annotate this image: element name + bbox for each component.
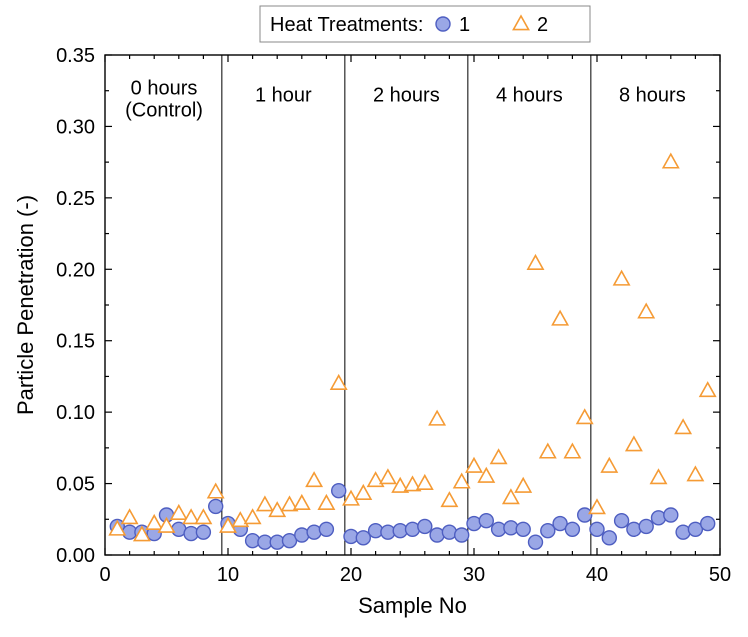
x-tick-label: 40 bbox=[586, 564, 608, 586]
data-point-circle bbox=[319, 522, 333, 536]
data-point-triangle bbox=[466, 458, 481, 472]
data-point-circle bbox=[565, 522, 579, 536]
data-point-circle bbox=[602, 531, 616, 545]
data-point-circle bbox=[332, 484, 346, 498]
data-point-circle bbox=[664, 508, 678, 522]
data-point-triangle bbox=[122, 510, 137, 524]
data-point-triangle bbox=[331, 376, 346, 390]
data-point-triangle bbox=[257, 497, 272, 511]
data-point-circle bbox=[529, 535, 543, 549]
y-tick-label: 0.05 bbox=[56, 474, 95, 496]
data-point-triangle bbox=[553, 311, 568, 325]
data-point-circle bbox=[418, 519, 432, 533]
data-point-triangle bbox=[663, 154, 678, 168]
data-point-triangle bbox=[491, 450, 506, 464]
data-point-triangle bbox=[688, 467, 703, 481]
data-point-triangle bbox=[208, 484, 223, 498]
region-label: 2 hours bbox=[373, 85, 440, 107]
x-tick-label: 50 bbox=[709, 564, 731, 586]
data-point-triangle bbox=[307, 473, 322, 487]
data-point-circle bbox=[436, 17, 450, 31]
data-point-triangle bbox=[196, 510, 211, 524]
x-tick-label: 30 bbox=[463, 564, 485, 586]
region-label: 0 hours bbox=[131, 77, 198, 99]
legend-title: Heat Treatments: bbox=[270, 14, 423, 36]
region-label: (Control) bbox=[125, 99, 203, 121]
data-point-circle bbox=[639, 519, 653, 533]
y-tick-label: 0.00 bbox=[56, 545, 95, 567]
series-2 bbox=[110, 154, 716, 540]
region-label: 1 hour bbox=[255, 85, 312, 107]
data-point-triangle bbox=[700, 383, 715, 397]
data-point-triangle bbox=[577, 410, 592, 424]
region-label: 4 hours bbox=[496, 85, 563, 107]
y-tick-label: 0.35 bbox=[56, 45, 95, 67]
data-point-circle bbox=[196, 525, 210, 539]
data-point-circle bbox=[209, 499, 223, 513]
data-point-triangle bbox=[639, 304, 654, 318]
data-point-triangle bbox=[368, 473, 383, 487]
region-label: 8 hours bbox=[619, 85, 686, 107]
data-point-triangle bbox=[528, 256, 543, 270]
y-tick-label: 0.20 bbox=[56, 259, 95, 281]
data-point-triangle bbox=[356, 486, 371, 500]
legend-item-label: 1 bbox=[459, 14, 470, 36]
legend-item-label: 2 bbox=[537, 14, 548, 36]
data-point-triangle bbox=[442, 493, 457, 507]
data-point-triangle bbox=[233, 513, 248, 527]
data-point-triangle bbox=[319, 496, 334, 510]
chart-svg: 0 10 20 30 40 50 0.00 0.05 0.10 0.15 0.20 0.25 0.30 0… bbox=[0, 0, 748, 637]
data-point-circle bbox=[578, 508, 592, 522]
y-tick-label: 0.10 bbox=[56, 402, 95, 424]
x-axis-label: Sample No bbox=[358, 593, 467, 618]
data-point-triangle bbox=[540, 444, 555, 458]
data-point-triangle bbox=[516, 478, 531, 492]
x-tick-label: 0 bbox=[99, 564, 110, 586]
x-tick-label: 10 bbox=[217, 564, 239, 586]
data-point-circle bbox=[615, 514, 629, 528]
data-point-triangle bbox=[454, 474, 469, 488]
data-point-triangle bbox=[676, 420, 691, 434]
x-tick-label: 20 bbox=[340, 564, 362, 586]
data-point-triangle bbox=[589, 500, 604, 514]
data-point-triangle bbox=[294, 496, 309, 510]
data-point-circle bbox=[516, 522, 530, 536]
data-point-circle bbox=[455, 528, 469, 542]
data-point-circle bbox=[541, 524, 555, 538]
data-point-triangle bbox=[417, 476, 432, 490]
particle-penetration-chart: 0 10 20 30 40 50 0.00 0.05 0.10 0.15 0.20 0.25 0.30 0… bbox=[0, 0, 748, 637]
data-point-circle bbox=[701, 517, 715, 531]
data-point-triangle bbox=[430, 411, 445, 425]
data-point-triangle bbox=[245, 510, 260, 524]
data-point-circle bbox=[590, 522, 604, 536]
data-point-triangle bbox=[602, 458, 617, 472]
data-point-triangle bbox=[380, 470, 395, 484]
data-point-triangle bbox=[651, 470, 666, 484]
data-point-circle bbox=[479, 514, 493, 528]
data-point-triangle bbox=[626, 437, 641, 451]
y-tick-label: 0.15 bbox=[56, 331, 95, 353]
data-point-circle bbox=[356, 531, 370, 545]
data-point-triangle bbox=[614, 271, 629, 285]
y-tick-label: 0.30 bbox=[56, 116, 95, 138]
y-axis-label: Particle Penetration (-) bbox=[13, 195, 38, 415]
data-point-triangle bbox=[565, 444, 580, 458]
y-tick-label: 0.25 bbox=[56, 188, 95, 210]
